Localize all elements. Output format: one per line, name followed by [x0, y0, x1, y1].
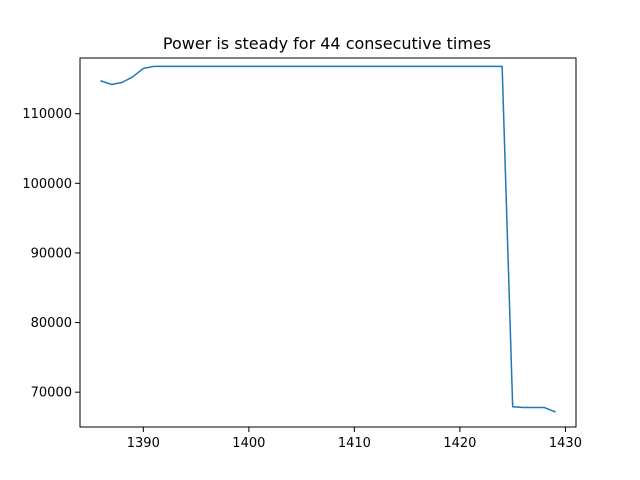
- y-tick-label: 80000: [31, 316, 72, 331]
- x-tick-label: 1430: [549, 436, 582, 451]
- plot-frame: [79, 57, 577, 428]
- series-layer: [100, 65, 556, 413]
- y-tick-label: 110000: [22, 107, 72, 122]
- y-tick-label: 90000: [31, 246, 72, 261]
- x-tick-label: 1390: [127, 436, 160, 451]
- x-tick-label: 1400: [232, 436, 265, 451]
- y-tick-label: 70000: [31, 386, 72, 401]
- axes: 1390 1400 1410 1420 1430 70000 80000 90000 10000…: [22, 107, 582, 451]
- chart-title: Power is steady for 44 consecutive times: [163, 34, 491, 53]
- y-tick-label: 100000: [22, 177, 72, 192]
- series-line: [100, 65, 556, 413]
- x-tick-label: 1410: [338, 436, 371, 451]
- x-tick-label: 1420: [443, 436, 476, 451]
